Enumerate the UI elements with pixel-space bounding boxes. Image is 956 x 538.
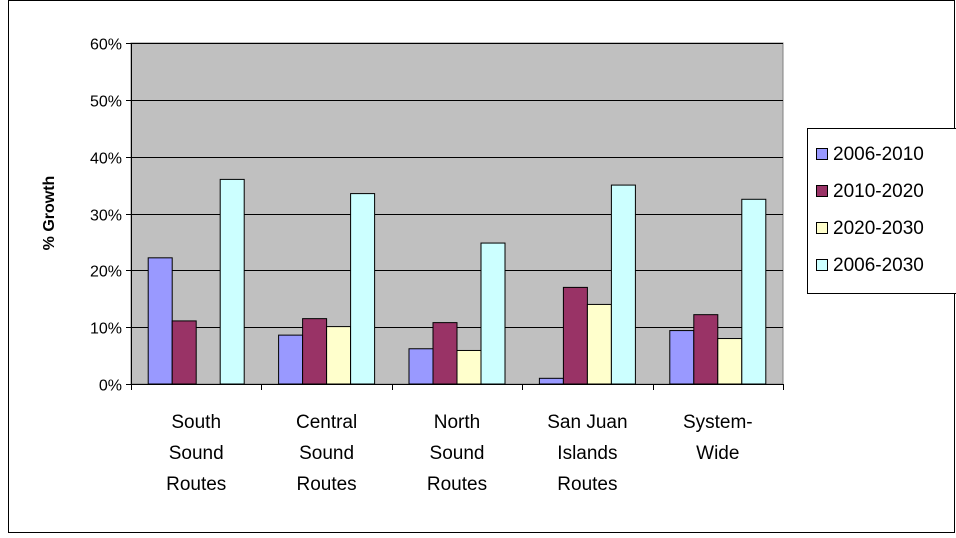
y-tick-label: 10% — [90, 321, 122, 338]
y-axis-title: % Growth — [41, 176, 58, 251]
x-tick-label: Sound — [299, 443, 354, 464]
legend-swatch — [817, 223, 828, 234]
x-tick-label: Sound — [169, 443, 224, 464]
bar — [587, 304, 611, 384]
bar — [148, 258, 172, 384]
legend-swatch — [817, 149, 828, 160]
bar — [563, 287, 587, 384]
bar — [433, 323, 457, 384]
x-tick-label: Routes — [166, 474, 226, 495]
y-tick-label: 50% — [90, 94, 122, 111]
bar — [279, 335, 303, 384]
bar — [742, 199, 766, 384]
legend-label: 2006-2030 — [833, 255, 924, 276]
legend-label: 2010-2020 — [833, 181, 924, 202]
y-tick-label: 60% — [90, 37, 122, 54]
y-tick-label: 20% — [90, 264, 122, 281]
x-tick-label: Sound — [430, 443, 485, 464]
bar — [220, 179, 244, 384]
y-tick-label: 40% — [90, 151, 122, 168]
x-tick-label: Islands — [557, 443, 617, 464]
x-tick-label: South — [171, 412, 221, 433]
bar — [539, 378, 563, 384]
bar — [303, 319, 327, 384]
legend: 2006-2010 2010-2020 2020-2030 2006-2030 — [808, 129, 956, 294]
bar — [611, 185, 635, 384]
legend-label: 2006-2010 — [833, 144, 924, 165]
x-tick-label: Wide — [696, 443, 739, 464]
bar — [457, 350, 481, 384]
bar — [351, 194, 375, 384]
x-tick-label: System- — [683, 412, 753, 433]
bar — [718, 339, 742, 384]
bar — [694, 315, 718, 384]
y-tick-label: 0% — [99, 378, 122, 395]
x-tick-label: North — [434, 412, 480, 433]
legend-swatch — [817, 186, 828, 197]
x-tick-label: Routes — [296, 474, 356, 495]
x-tick-label: Routes — [557, 474, 617, 495]
legend-swatch — [817, 260, 828, 271]
x-tick-label: San Juan — [547, 412, 627, 433]
bar — [409, 349, 433, 384]
x-tick-label: Central — [296, 412, 357, 433]
bar — [172, 321, 196, 384]
x-tick-label: Routes — [427, 474, 487, 495]
bar — [670, 331, 694, 384]
legend-label: 2020-2030 — [833, 218, 924, 239]
bar — [327, 327, 351, 384]
bar — [481, 243, 505, 384]
y-tick-label: 30% — [90, 208, 122, 225]
